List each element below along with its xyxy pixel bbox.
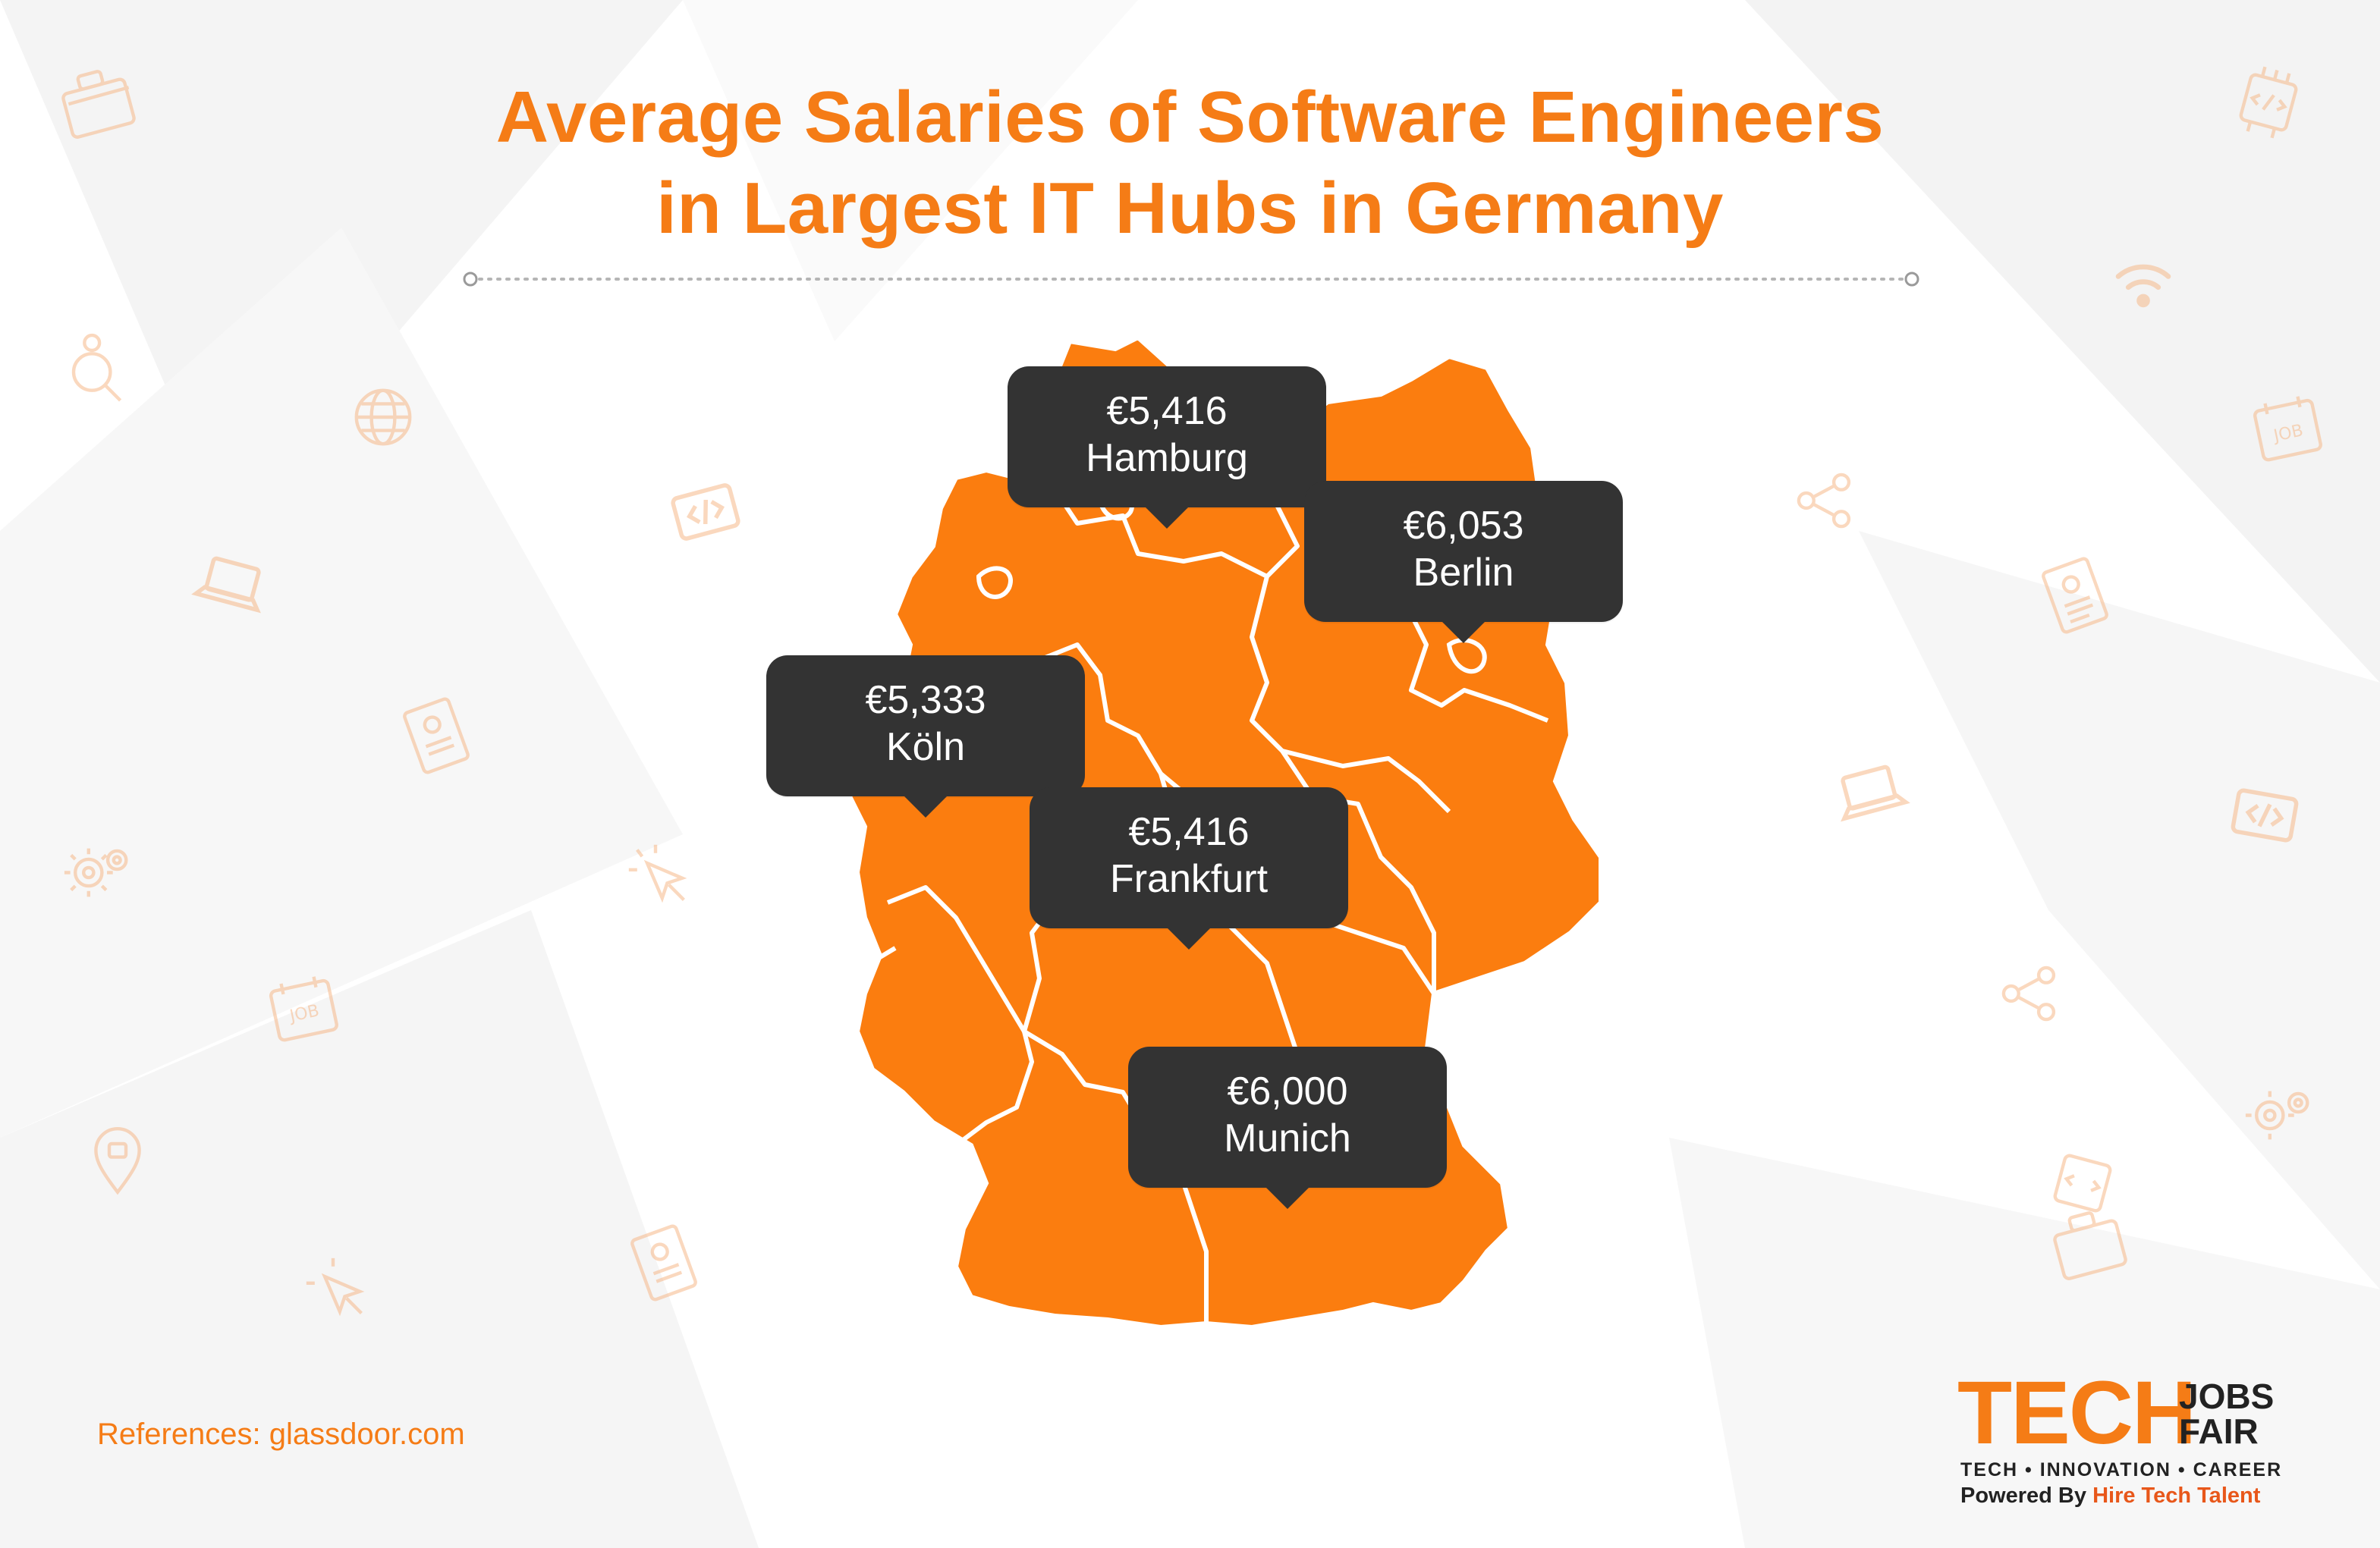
gear-icon <box>64 848 128 897</box>
code-chip-icon <box>2053 1154 2112 1213</box>
powered-by-prefix: Powered By <box>1960 1484 2086 1508</box>
globe-icon <box>354 388 412 446</box>
resume-icon <box>2042 557 2108 634</box>
briefcase-icon <box>61 70 136 139</box>
wifi-icon <box>2115 264 2171 308</box>
resume-icon <box>403 697 470 774</box>
briefcase-icon <box>2053 1211 2127 1280</box>
callout-koeln: €5,333 Köln <box>766 655 1085 818</box>
code-tag-icon <box>671 483 740 541</box>
job-card-icon: JOB <box>2253 396 2322 462</box>
cursor-icon <box>306 1258 365 1317</box>
brand-tagline: TECH • INNOVATION • CAREER <box>1960 1459 2283 1480</box>
brand-jobs-word: JOBS <box>2179 1377 2275 1416</box>
references-text: References: glassdoor.com <box>97 1418 465 1451</box>
brand-tech-wordmark: TECH <box>1957 1363 2196 1463</box>
city-name-koeln: Köln <box>885 725 966 769</box>
share-icon <box>2001 966 2056 1022</box>
callout-frankfurt: €5,416 Frankfurt <box>1030 787 1348 950</box>
salary-amount-hamburg: €5,416 <box>1106 389 1228 433</box>
salary-amount-frankfurt: €5,416 <box>1128 810 1250 854</box>
callout-hamburg: €5,416 Hamburg <box>1008 366 1326 529</box>
location-pin-icon <box>94 1127 141 1195</box>
search-person-icon <box>71 333 122 402</box>
laptop-icon <box>1841 765 1910 822</box>
salary-amount-berlin: €6,053 <box>1403 504 1524 548</box>
laptop-icon <box>191 556 261 614</box>
brand-powered-by: Powered By Hire Tech Talent <box>1960 1484 2260 1509</box>
salary-amount-munich: €6,000 <box>1227 1069 1348 1113</box>
gear-icon <box>2245 1091 2309 1140</box>
city-name-frankfurt: Frankfurt <box>1109 857 1269 901</box>
resume-icon <box>630 1224 697 1302</box>
city-name-hamburg: Hamburg <box>1086 436 1248 480</box>
svg-text:JOB: JOB <box>2271 421 2305 446</box>
page-title-line-2: in Largest IT Hubs in Germany <box>656 168 1724 249</box>
code-tag-icon <box>2231 788 2299 843</box>
brand-fair-word: FAIR <box>2179 1411 2259 1451</box>
svg-text:JOB: JOB <box>287 1001 321 1026</box>
city-name-berlin: Berlin <box>1413 551 1514 595</box>
cursor-icon <box>628 844 687 903</box>
callout-berlin: €6,053 Berlin <box>1304 481 1623 643</box>
code-chip-icon <box>2239 66 2298 139</box>
share-icon <box>1797 473 1851 529</box>
brand-logo: TECH JOBS FAIR TECH • INNOVATION • CAREE… <box>1957 1363 2284 1509</box>
salary-amount-koeln: €5,333 <box>865 678 986 722</box>
powered-by-name: Hire Tech Talent <box>2092 1484 2261 1508</box>
callout-munich: €6,000 Munich <box>1128 1047 1447 1209</box>
job-card-icon: JOB <box>269 976 338 1042</box>
title-divider <box>463 272 1919 287</box>
city-name-munich: Munich <box>1224 1116 1351 1160</box>
page-title-line-1: Average Salaries of Software Engineers <box>495 77 1885 158</box>
